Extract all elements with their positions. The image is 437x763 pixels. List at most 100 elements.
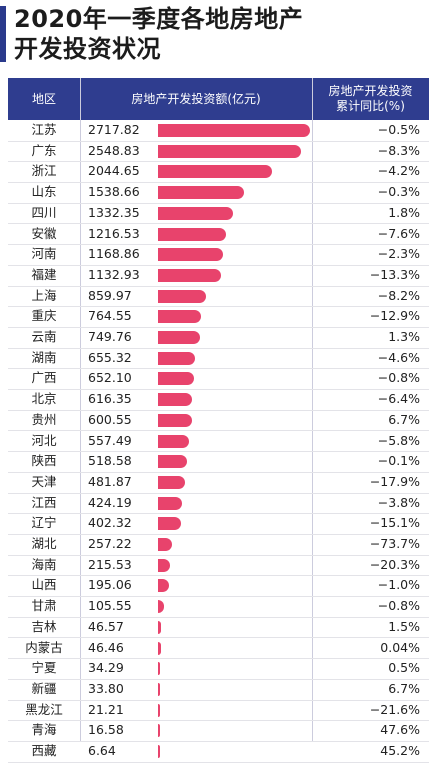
investment-value-label: 257.22 — [88, 536, 132, 551]
investment-bar — [158, 662, 160, 676]
investment-value-label: 424.19 — [88, 494, 132, 510]
title-line-2: 开发投资状况 — [14, 35, 161, 63]
investment-value-label: 557.49 — [88, 432, 132, 448]
table-row: 广东 2548.83 −8.3% — [8, 141, 429, 163]
investment-bar — [158, 475, 185, 489]
investment-value-label: 46.46 — [88, 639, 124, 655]
table-row: 云南 749.76 1.3% — [8, 327, 429, 349]
investment-value-label: 764.55 — [88, 308, 132, 324]
yoy-change-label: −7.6% — [377, 225, 420, 241]
investment-value-label: 652.10 — [88, 370, 132, 386]
investment-bar — [158, 413, 192, 427]
yoy-change-label: 45.2% — [380, 743, 420, 758]
table-row: 江苏 2717.82 −0.5% — [8, 120, 429, 142]
yoy-change-label: −13.3% — [369, 266, 420, 282]
table-row: 广西 652.10 −0.8% — [8, 368, 429, 391]
investment-value-label: 1132.93 — [88, 266, 140, 282]
investment-value-label: 215.53 — [88, 556, 132, 572]
investment-bar — [158, 434, 190, 448]
yoy-change-label: −0.8% — [377, 370, 420, 386]
yoy-change-label: −0.1% — [377, 453, 420, 469]
yoy-change-label: 47.6% — [380, 722, 420, 738]
investment-value-label: 34.29 — [88, 660, 124, 676]
investment-bar — [158, 227, 227, 241]
investment-value-label: 21.21 — [88, 701, 124, 717]
region-label: 甘肃 — [31, 598, 57, 614]
header-region: 地区 — [31, 91, 56, 106]
investment-value-label: 6.64 — [88, 743, 116, 758]
table-row: 河南 1168.86 −2.3% — [8, 244, 429, 266]
region-label: 海南 — [31, 556, 57, 572]
region-label: 河北 — [31, 432, 57, 448]
region-label: 青海 — [31, 722, 57, 738]
investment-bar — [158, 124, 310, 137]
investment-bar — [158, 641, 161, 655]
table-row: 天津 481.87 −17.9% — [8, 472, 429, 494]
region-label: 吉林 — [31, 618, 57, 634]
investment-value-label: 2717.82 — [88, 122, 140, 137]
yoy-change-label: −20.3% — [369, 556, 420, 572]
region-label: 湖南 — [31, 349, 57, 365]
region-label: 四川 — [31, 204, 57, 220]
investment-bar — [158, 724, 160, 738]
investment-value-label: 600.55 — [88, 411, 132, 427]
investment-bar — [158, 289, 207, 303]
table-row: 湖南 655.32 −4.6% — [8, 348, 429, 370]
yoy-change-label: −15.1% — [369, 515, 420, 531]
investment-bar — [158, 310, 201, 324]
table-row: 浙江 2044.65 −4.2% — [8, 161, 429, 184]
table-row: 北京 616.35 −6.4% — [8, 389, 429, 411]
investment-value-label: 195.06 — [88, 577, 132, 593]
title-line-1: 2020年一季度各地房地产 — [14, 5, 304, 33]
investment-bar — [158, 351, 195, 365]
header-yoy: 房地产开发投资 累计同比(%) — [312, 78, 429, 120]
header-yoy-line-2: 累计同比(%) — [336, 99, 405, 113]
investment-value-label: 1538.66 — [88, 184, 140, 200]
investment-bar — [158, 268, 222, 282]
investment-value-label: 2044.65 — [88, 163, 140, 179]
region-label: 山东 — [31, 184, 57, 200]
investment-value-label: 481.87 — [88, 473, 132, 489]
table-row: 湖北 257.22 −73.7% — [8, 534, 429, 556]
yoy-change-label: −8.3% — [377, 142, 420, 158]
region-label: 天津 — [31, 473, 57, 489]
investment-value-label: 2548.83 — [88, 142, 140, 158]
yoy-change-label: 6.7% — [388, 680, 420, 696]
table-row: 山东 1538.66 −0.3% — [8, 182, 429, 204]
yoy-change-label: −2.3% — [377, 246, 420, 262]
table-row: 四川 1332.35 1.8% — [8, 203, 429, 225]
yoy-change-label: −3.8% — [377, 494, 420, 510]
investment-table: 地区 房地产开发投资额(亿元) 房地产开发投资 累计同比(%) 江苏 2717.8… — [8, 78, 429, 763]
yoy-change-label: −0.5% — [377, 122, 420, 137]
investment-value-label: 749.76 — [88, 329, 132, 344]
yoy-change-label: −5.8% — [377, 432, 420, 448]
table-row: 内蒙古 46.46 0.04% — [8, 638, 429, 660]
investment-bar — [158, 372, 195, 386]
region-label: 江西 — [31, 494, 57, 510]
investment-value-label: 859.97 — [88, 287, 132, 303]
yoy-change-label: −17.9% — [369, 473, 420, 489]
investment-value-label: 402.32 — [88, 515, 132, 531]
yoy-change-label: 0.04% — [380, 639, 420, 655]
investment-bar — [158, 165, 273, 179]
title-accent-bar — [0, 6, 6, 62]
table-row: 吉林 46.57 1.5% — [8, 617, 429, 639]
investment-bar — [158, 496, 182, 510]
region-label: 浙江 — [31, 163, 57, 179]
investment-bar — [158, 558, 171, 572]
table-row: 海南 215.53 −20.3% — [8, 555, 429, 577]
investment-bar — [158, 455, 187, 469]
header-investment: 房地产开发投资额(亿元) — [131, 91, 261, 106]
region-label: 陕西 — [31, 453, 57, 469]
yoy-change-label: 1.8% — [388, 204, 420, 220]
yoy-change-label: −1.0% — [377, 577, 420, 593]
investment-bar — [158, 517, 181, 531]
yoy-change-label: 0.5% — [388, 660, 420, 676]
table-row: 重庆 764.55 −12.9% — [8, 306, 429, 328]
investment-value-label: 655.32 — [88, 349, 132, 365]
investment-value-label: 16.58 — [88, 722, 124, 738]
investment-value-label: 33.80 — [88, 680, 124, 696]
region-label: 云南 — [31, 329, 57, 344]
yoy-change-label: −12.9% — [369, 308, 420, 324]
yoy-change-label: −73.7% — [369, 536, 420, 551]
